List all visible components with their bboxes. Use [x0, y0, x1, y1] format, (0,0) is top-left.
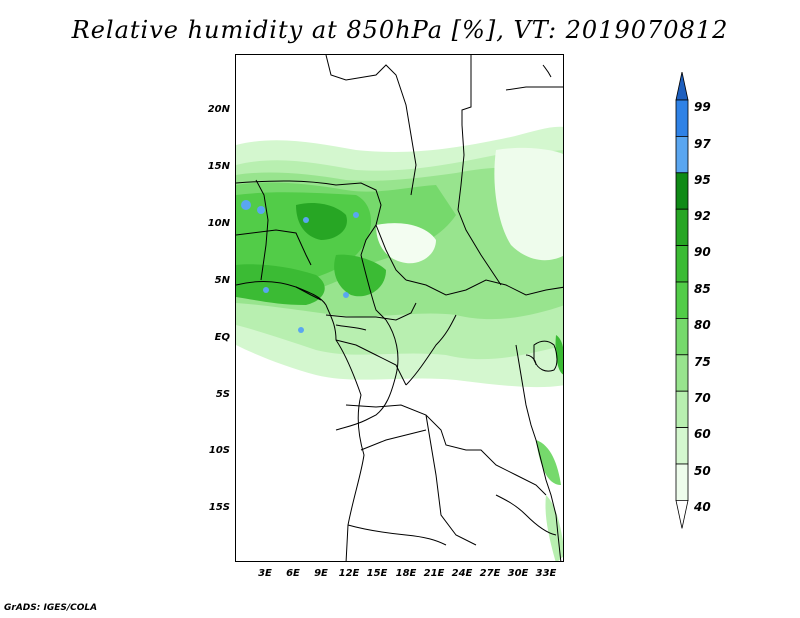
humidity-field: [236, 126, 563, 561]
colorbar-segment: [675, 427, 689, 465]
x-axis-label-27e: 27E: [479, 568, 501, 579]
y-axis-label-eq: EQ: [214, 332, 230, 343]
colorbar-label-85: 85: [694, 282, 711, 296]
y-axis-label-5s: 5S: [215, 389, 230, 400]
colorbar-label-75: 75: [694, 355, 711, 369]
x-axis-label-12e: 12E: [338, 568, 360, 579]
colorbar-label-99: 99: [694, 100, 711, 114]
x-axis-label-3e: 3E: [258, 568, 272, 579]
colorbar-label-50: 50: [694, 464, 711, 478]
colorbar-label-95: 95: [694, 173, 711, 187]
y-axis-label-10n: 10N: [207, 218, 230, 229]
colorbar-label-60: 60: [694, 427, 711, 441]
colorbar-segment: [675, 172, 689, 210]
humidity-map: [236, 55, 563, 561]
colorbar-segment: [675, 136, 689, 174]
colorbar-top-arrow: [675, 71, 689, 101]
credit-text: GrADS: IGES/COLA: [4, 603, 98, 613]
colorbar: [674, 71, 724, 552]
colorbar-segment: [675, 245, 689, 283]
x-axis-label-30e: 30E: [507, 568, 529, 579]
chart-title: Relative humidity at 850hPa [%], VT: 201…: [71, 16, 729, 44]
y-axis-label-20n: 20N: [207, 104, 230, 115]
colorbar-label-97: 97: [694, 137, 711, 151]
colorbar-label-80: 80: [694, 318, 711, 332]
colorbar-graphic: [675, 71, 689, 529]
colorbar-segment: [675, 208, 689, 246]
x-axis-label-9e: 9E: [314, 568, 328, 579]
colorbar-bottom-arrow: [675, 500, 689, 529]
x-axis-label-24e: 24E: [451, 568, 473, 579]
y-axis-label-15n: 15N: [207, 161, 230, 172]
x-axis-label-6e: 6E: [286, 568, 300, 579]
colorbar-label-90: 90: [694, 245, 711, 259]
colorbar-segment: [675, 354, 689, 392]
colorbar-label-40: 40: [694, 500, 711, 514]
colorbar-segment: [675, 463, 689, 501]
map-panel: [235, 54, 564, 562]
x-axis-label-15e: 15E: [366, 568, 388, 579]
y-axis-label-15s: 15S: [208, 502, 230, 513]
country-borders: [236, 55, 563, 561]
colorbar-segment: [675, 390, 689, 429]
x-axis-label-21e: 21E: [423, 568, 445, 579]
colorbar-segment: [675, 317, 689, 356]
colorbar-segment: [675, 99, 689, 137]
colorbar-segment: [675, 281, 689, 319]
x-axis-label-33e: 33E: [535, 568, 557, 579]
colorbar-label-92: 92: [694, 209, 711, 223]
colorbar-label-70: 70: [694, 391, 711, 405]
x-axis-label-18e: 18E: [395, 568, 417, 579]
y-axis-label-5n: 5N: [214, 275, 230, 286]
y-axis-label-10s: 10S: [208, 445, 230, 456]
